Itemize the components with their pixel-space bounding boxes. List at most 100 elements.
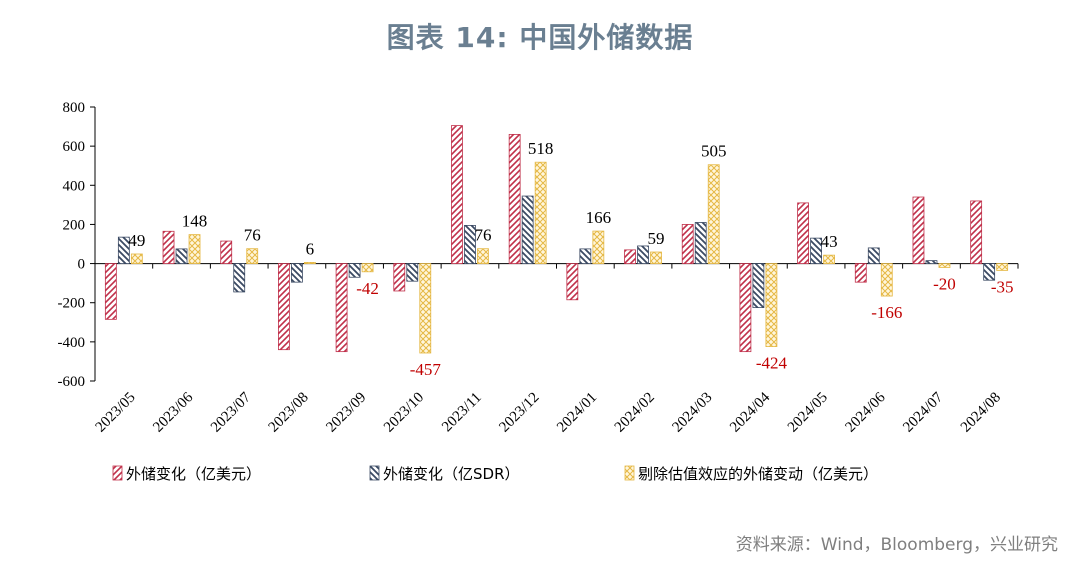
x-tick-label: 2023/11 <box>439 390 485 436</box>
data-label: -457 <box>410 360 442 379</box>
x-tick-labels: 2023/05 2023/06 2023/07 2023/08 2023/09 2023/… <box>93 389 1004 435</box>
bar-series-2 <box>694 222 707 264</box>
bar-series-2 <box>291 263 303 283</box>
legend-swatch-1 <box>112 465 123 481</box>
bar-series-1 <box>681 224 694 264</box>
data-label: -424 <box>756 354 788 373</box>
bar-series-1 <box>451 125 463 264</box>
x-tick-label: 2024/07 <box>900 389 946 435</box>
legend-label-1: 外储变化（亿美元） <box>126 465 261 483</box>
data-label: 505 <box>701 142 727 161</box>
x-tick-label: 2024/01 <box>554 390 600 436</box>
bar-series-1 <box>220 240 233 264</box>
legend-swatch-3 <box>624 465 635 481</box>
bar-series-1 <box>912 196 925 264</box>
bar-series-2 <box>983 263 996 281</box>
x-tick-label: 2024/05 <box>785 390 831 436</box>
bar-series-2 <box>406 263 419 282</box>
bar-series-2 <box>810 237 822 264</box>
bars <box>104 125 1009 354</box>
bar-series-1 <box>797 202 809 264</box>
x-tick-label: 2023/07 <box>208 389 254 435</box>
x-tick-label: 2023/12 <box>496 390 542 436</box>
bar-series-1 <box>566 263 579 301</box>
x-tick-label: 2024/03 <box>669 390 715 436</box>
bar-series-1 <box>739 263 752 353</box>
chart-title: 图表 14: 中国外储数据 <box>386 21 694 54</box>
bar-series-3 <box>246 248 259 264</box>
bar-series-3 <box>765 263 778 347</box>
x-tick-label: 2024/02 <box>612 390 658 436</box>
bar-series-2 <box>752 263 765 309</box>
y-tick-label: -200 <box>58 296 86 312</box>
x-tick-label: 2023/05 <box>93 390 139 436</box>
x-tick-label: 2024/06 <box>843 389 889 435</box>
data-label: 43 <box>821 232 838 251</box>
bar-series-2 <box>637 245 649 264</box>
x-tick-label: 2023/10 <box>381 390 427 436</box>
bar-series-3 <box>592 230 605 264</box>
bar-series-2 <box>348 263 361 278</box>
data-label: 518 <box>528 139 554 158</box>
data-labels: 49 148 76 6 -42 -457 76 518 166 59 505 -424 43 -166 -2… <box>128 139 1013 379</box>
bar-series-3 <box>130 253 143 264</box>
bar-series-1 <box>278 263 290 351</box>
data-label: -42 <box>356 279 379 298</box>
bar-series-1 <box>970 200 983 264</box>
bar-series-2 <box>233 263 246 293</box>
x-tick-label: 2023/08 <box>266 390 312 436</box>
bar-series-2 <box>117 236 130 264</box>
bar-series-3 <box>880 263 893 297</box>
y-tick-label: 800 <box>63 100 86 116</box>
bar-series-1 <box>162 230 175 264</box>
data-label: 166 <box>586 208 612 227</box>
legend-swatch-2 <box>369 465 380 481</box>
bar-series-3 <box>823 254 835 264</box>
bar-series-3 <box>996 263 1009 271</box>
bar-series-2 <box>579 248 592 264</box>
data-label: 6 <box>306 239 315 258</box>
data-label: -166 <box>871 303 902 322</box>
y-tick-label: 200 <box>63 217 86 233</box>
y-tick-label: -600 <box>58 374 86 390</box>
y-tick-label: -400 <box>58 335 86 351</box>
bar-series-3 <box>304 261 316 264</box>
data-label: 148 <box>182 212 208 231</box>
bar-series-3 <box>419 263 432 354</box>
data-label: 49 <box>128 231 145 250</box>
source-note: 资料来源：Wind，Bloomberg，兴业研究 <box>735 535 1058 555</box>
bar-series-1 <box>335 263 348 353</box>
bar-series-3 <box>188 234 201 264</box>
y-tick-label: 0 <box>78 257 86 273</box>
x-tick-label: 2024/04 <box>727 389 773 435</box>
legend-label-2: 外储变化（亿SDR） <box>383 465 520 483</box>
x-tick-label: 2023/06 <box>150 389 196 435</box>
bar-series-3 <box>534 161 547 264</box>
data-label: -35 <box>991 277 1014 296</box>
bar-series-3 <box>477 248 489 264</box>
bar-series-3 <box>938 263 951 268</box>
bar-series-1 <box>854 263 867 283</box>
bar-series-3 <box>650 251 662 264</box>
y-tick-label: 600 <box>63 139 86 155</box>
bar-series-1 <box>508 133 521 264</box>
bar-series-3 <box>361 263 374 273</box>
legend: 外储变化（亿美元） 外储变化（亿SDR） 剔除估值效应的外储变动（亿美元） <box>112 465 878 483</box>
bar-series-2 <box>521 195 534 264</box>
data-label: 76 <box>244 226 261 245</box>
data-label: -20 <box>933 274 956 293</box>
bar-series-2 <box>867 247 880 264</box>
bar-series-1 <box>624 249 636 264</box>
bar-series-2 <box>464 225 476 264</box>
bar-series-1 <box>393 263 406 292</box>
data-label: 59 <box>648 229 665 248</box>
bar-series-2 <box>925 260 938 264</box>
x-tick-label: 2023/09 <box>323 390 369 436</box>
bar-series-1 <box>104 263 117 320</box>
bar-series-2 <box>175 248 188 264</box>
legend-label-3: 剔除估值效应的外储变动（亿美元） <box>638 465 878 483</box>
y-tick-label: 400 <box>63 178 86 194</box>
data-label: 76 <box>474 226 491 245</box>
